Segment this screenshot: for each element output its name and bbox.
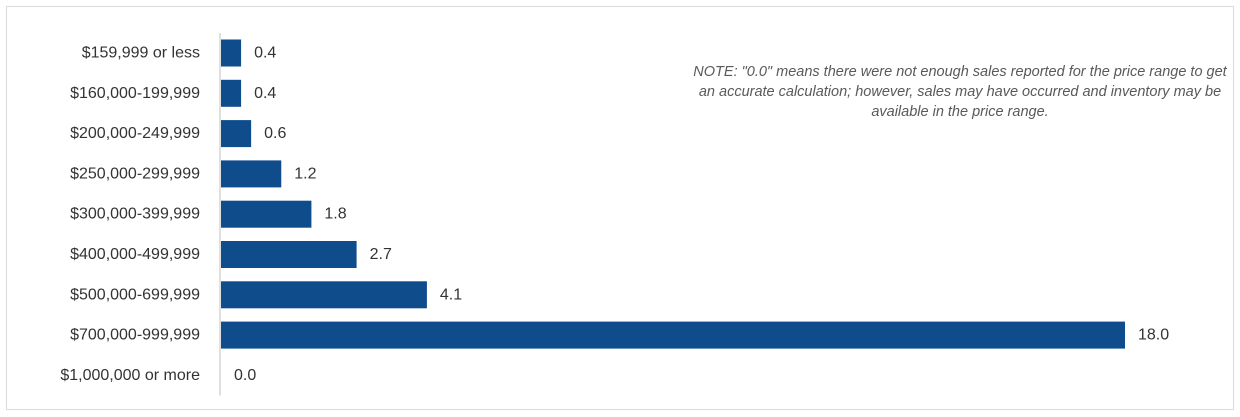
category-label: $500,000-699,999 <box>70 286 200 303</box>
chart-note: NOTE: "0.0" means there were not enough … <box>693 64 1227 120</box>
bar <box>221 120 252 148</box>
data-label: 2.7 <box>370 246 392 263</box>
bar <box>221 241 357 268</box>
category-label: $400,000-499,999 <box>70 246 200 263</box>
bar <box>221 39 242 67</box>
category-label: $300,000-399,999 <box>70 206 200 223</box>
data-label: 0.6 <box>264 125 286 142</box>
bar <box>221 160 282 188</box>
data-label: 0.4 <box>254 85 276 102</box>
category-label: $700,000-999,999 <box>70 327 200 344</box>
data-label: 0.0 <box>234 367 256 384</box>
data-label: 1.2 <box>294 165 316 182</box>
category-label: $1,000,000 or more <box>60 367 200 384</box>
category-label: $160,000-199,999 <box>70 85 200 102</box>
bar <box>221 281 427 309</box>
data-label: 4.1 <box>440 286 462 303</box>
bar <box>221 321 1125 349</box>
data-label: 0.4 <box>254 45 276 62</box>
category-label: $159,999 or less <box>82 45 200 62</box>
bar <box>221 200 312 228</box>
category-label: $250,000-299,999 <box>70 165 200 182</box>
category-label: $200,000-249,999 <box>70 125 200 142</box>
bar <box>221 79 242 107</box>
data-label: 18.0 <box>1138 327 1169 344</box>
data-label: 1.8 <box>324 206 346 223</box>
